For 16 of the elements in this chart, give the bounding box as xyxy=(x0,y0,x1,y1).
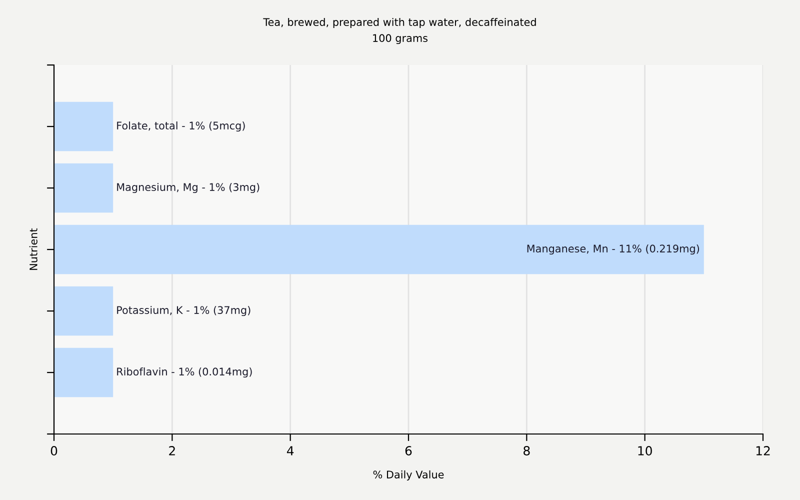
x-tick-label: 4 xyxy=(286,446,294,456)
category-label: Magnesium, Mg - 1% (3mg) xyxy=(117,182,260,194)
x-tick-label: 10 xyxy=(638,446,652,456)
x-tick-label: 12 xyxy=(756,446,770,456)
category-label: Manganese, Mn - 11% (0.219mg) xyxy=(527,244,700,255)
category-label: Riboflavin - 1% (0.014mg) xyxy=(117,367,252,378)
x-tick-label: 8 xyxy=(524,446,530,456)
x-tick-label: 2 xyxy=(169,446,175,456)
x-axis-title: % Daily Value xyxy=(373,470,444,480)
category-label: Potassium, K - 1% (37mg) xyxy=(117,306,250,316)
chart-title: Tea, brewed, prepared with tap water, decaffeinated xyxy=(263,18,536,28)
x-tick-label: 0 xyxy=(50,446,58,456)
category-label: Folate, total - 1% (5mcg) xyxy=(117,121,245,132)
chart-subtitle: 100 grams xyxy=(373,34,428,44)
x-tick-label: 6 xyxy=(405,446,412,456)
y-axis-title: Nutrient xyxy=(29,228,38,270)
